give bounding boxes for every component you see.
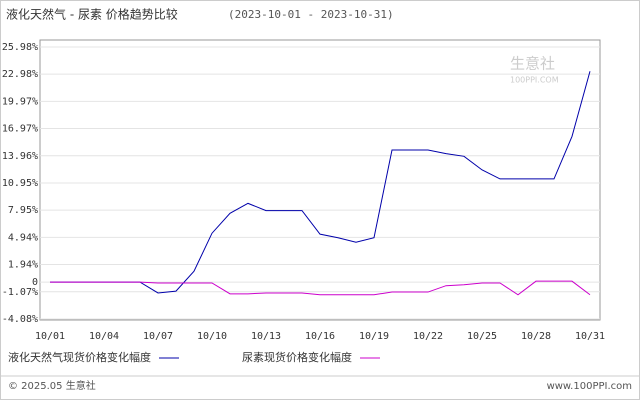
y-tick-label: 0 [32,277,38,288]
y-tick-label: 25.98% [2,42,38,53]
y-tick-label: 7.95% [8,205,38,216]
x-tick-label: 10/28 [521,331,551,342]
x-tick-label: 10/07 [143,331,173,342]
x-tick-label: 10/04 [89,331,119,342]
x-tick-label: 10/13 [251,331,281,342]
x-tick-label: 10/31 [575,331,605,342]
y-tick-label: 10.95% [2,178,38,189]
watermark: 生意社 [510,55,555,73]
footer-left: © 2025.05 生意社 [8,379,96,392]
legend-label: 液化天然气现货价格变化幅度 [8,350,151,364]
x-tick-label: 10/10 [197,331,227,342]
plot-area [39,39,601,321]
footer-right: www.100PPI.com [547,381,632,392]
y-tick-label: 4.94% [8,232,38,243]
x-tick-label: 10/16 [305,331,335,342]
legend-label: 尿素现货价格变化幅度 [242,350,352,364]
series-line [50,280,591,296]
y-tick-label: -1.07% [2,287,38,298]
watermark-url: 100PPI.COM [510,76,559,85]
x-tick-label: 10/01 [35,331,65,342]
y-tick-label: -4.08% [2,314,38,325]
y-tick-label: 19.97% [2,96,38,107]
y-tick-label: 1.94% [8,260,38,271]
y-tick-label: 16.97% [2,124,38,135]
chart-title: 液化天然气 - 尿素 价格趋势比较 [6,7,178,22]
y-tick-label: 13.96% [2,151,38,162]
date-range: (2023-10-01 - 2023-10-31) [228,8,394,21]
x-tick-label: 10/19 [359,331,389,342]
x-tick-label: 10/25 [467,331,497,342]
x-tick-label: 10/22 [413,331,443,342]
y-tick-label: 22.98% [2,69,38,80]
